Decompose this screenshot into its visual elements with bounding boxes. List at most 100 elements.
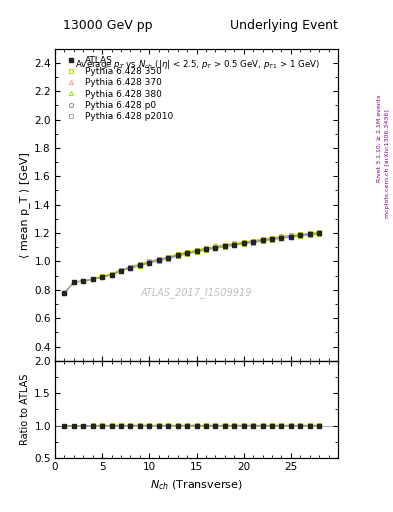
ATLAS (298, 232, 303, 239)
ATLAS (232, 242, 237, 248)
Pythia 6.428 370 (204, 246, 208, 252)
Pythia 6.428 p2010 (317, 230, 321, 236)
ATLAS (213, 245, 218, 251)
ATLAS (62, 290, 67, 296)
ATLAS (307, 231, 312, 238)
Pythia 6.428 p2010 (100, 274, 105, 280)
Pythia 6.428 370 (270, 236, 274, 242)
Pythia 6.428 370 (279, 235, 284, 241)
Pythia 6.428 380 (279, 236, 284, 242)
Line: Pythia 6.428 370: Pythia 6.428 370 (62, 231, 321, 295)
Text: ATLAS_2017_I1509919: ATLAS_2017_I1509919 (141, 287, 252, 297)
Pythia 6.428 350 (81, 278, 86, 284)
ATLAS (81, 278, 86, 284)
Pythia 6.428 350 (222, 242, 227, 248)
Pythia 6.428 p2010 (288, 233, 293, 240)
Pythia 6.428 p0 (100, 274, 105, 280)
ATLAS (100, 274, 105, 280)
ATLAS (109, 272, 114, 278)
Pythia 6.428 370 (260, 238, 265, 244)
Pythia 6.428 p2010 (138, 262, 142, 268)
Pythia 6.428 p0 (260, 237, 265, 243)
Pythia 6.428 p0 (119, 267, 123, 273)
Pythia 6.428 350 (317, 229, 321, 236)
Pythia 6.428 350 (90, 275, 95, 282)
Pythia 6.428 350 (156, 256, 161, 262)
Pythia 6.428 p0 (90, 276, 95, 282)
Pythia 6.428 p0 (72, 279, 76, 285)
Pythia 6.428 p2010 (175, 252, 180, 258)
Pythia 6.428 350 (288, 232, 293, 239)
Pythia 6.428 350 (194, 247, 199, 253)
Pythia 6.428 p0 (185, 250, 189, 256)
Pythia 6.428 370 (156, 258, 161, 264)
Pythia 6.428 p0 (270, 236, 274, 242)
Pythia 6.428 350 (100, 273, 105, 279)
Pythia 6.428 p0 (317, 230, 321, 236)
Pythia 6.428 370 (62, 290, 67, 296)
Pythia 6.428 350 (109, 271, 114, 277)
Pythia 6.428 370 (194, 248, 199, 254)
Pythia 6.428 380 (222, 244, 227, 250)
Pythia 6.428 370 (213, 245, 218, 251)
ATLAS (270, 236, 274, 242)
Pythia 6.428 p2010 (251, 239, 255, 245)
Pythia 6.428 p0 (298, 232, 303, 238)
Pythia 6.428 370 (90, 276, 95, 282)
Pythia 6.428 p0 (128, 264, 133, 270)
Pythia 6.428 370 (251, 239, 255, 245)
Line: ATLAS: ATLAS (62, 231, 321, 295)
Pythia 6.428 p2010 (204, 246, 208, 252)
ATLAS (147, 260, 152, 266)
Pythia 6.428 350 (128, 264, 133, 270)
Pythia 6.428 380 (119, 268, 123, 274)
Pythia 6.428 p2010 (62, 290, 67, 296)
Text: 13000 GeV pp: 13000 GeV pp (63, 19, 152, 32)
Pythia 6.428 p2010 (232, 241, 237, 247)
Pythia 6.428 p0 (251, 239, 255, 245)
Pythia 6.428 p0 (147, 259, 152, 265)
Pythia 6.428 p2010 (194, 248, 199, 254)
Y-axis label: Ratio to ATLAS: Ratio to ATLAS (20, 374, 30, 445)
Pythia 6.428 370 (307, 231, 312, 238)
Pythia 6.428 380 (270, 237, 274, 243)
ATLAS (185, 250, 189, 257)
ATLAS (90, 276, 95, 282)
Pythia 6.428 350 (232, 240, 237, 246)
ATLAS (194, 248, 199, 254)
Pythia 6.428 p0 (62, 290, 67, 296)
Pythia 6.428 p0 (194, 248, 199, 254)
X-axis label: $N_{ch}$ (Transverse): $N_{ch}$ (Transverse) (150, 478, 243, 492)
Pythia 6.428 p2010 (128, 264, 133, 270)
ATLAS (175, 252, 180, 259)
Pythia 6.428 350 (62, 290, 67, 296)
Pythia 6.428 p2010 (307, 231, 312, 237)
Pythia 6.428 p2010 (241, 240, 246, 246)
Pythia 6.428 380 (307, 232, 312, 238)
ATLAS (317, 230, 321, 237)
Pythia 6.428 p0 (166, 254, 171, 261)
Pythia 6.428 370 (147, 260, 152, 266)
Pythia 6.428 350 (72, 279, 76, 285)
Pythia 6.428 350 (204, 245, 208, 251)
Pythia 6.428 380 (185, 251, 189, 257)
Pythia 6.428 370 (232, 242, 237, 248)
Pythia 6.428 380 (156, 258, 161, 264)
Pythia 6.428 p0 (175, 252, 180, 258)
Pythia 6.428 p2010 (109, 271, 114, 278)
Pythia 6.428 350 (270, 234, 274, 241)
Pythia 6.428 370 (298, 232, 303, 239)
Y-axis label: ⟨ mean p_T ⟩ [GeV]: ⟨ mean p_T ⟩ [GeV] (19, 152, 30, 258)
Pythia 6.428 p2010 (185, 250, 189, 256)
Text: Underlying Event: Underlying Event (230, 19, 338, 32)
Pythia 6.428 380 (317, 231, 321, 237)
ATLAS (156, 257, 161, 263)
Line: Pythia 6.428 380: Pythia 6.428 380 (62, 232, 321, 295)
Pythia 6.428 370 (138, 262, 142, 268)
Pythia 6.428 370 (128, 265, 133, 271)
Pythia 6.428 350 (298, 231, 303, 237)
Pythia 6.428 380 (241, 241, 246, 247)
Pythia 6.428 380 (109, 272, 114, 278)
Pythia 6.428 p2010 (298, 232, 303, 238)
Pythia 6.428 380 (147, 260, 152, 266)
